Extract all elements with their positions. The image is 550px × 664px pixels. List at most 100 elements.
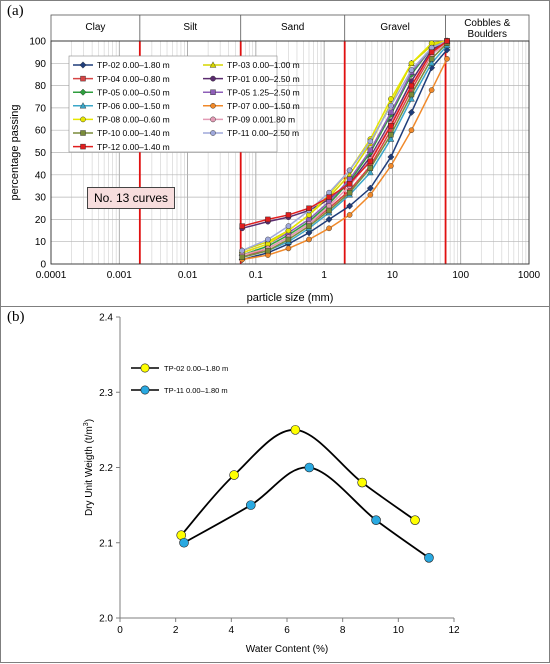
x-tick-label: 0.0001 xyxy=(36,270,67,281)
data-point xyxy=(285,245,292,252)
data-point xyxy=(388,123,394,129)
data-point xyxy=(367,168,374,176)
data-point xyxy=(367,147,374,153)
series-line-group xyxy=(179,462,434,563)
x-tick-label: 0.01 xyxy=(178,270,198,281)
y-tick-label: 2.1 xyxy=(99,538,113,549)
data-point xyxy=(367,138,374,145)
legend-label: TP-04 0.00–0.80 m xyxy=(97,74,170,84)
legend-marker xyxy=(209,61,217,68)
legend-marker xyxy=(80,143,86,150)
data-point xyxy=(444,38,450,44)
legend-label: TP-07 0.00–1.50 m xyxy=(227,101,300,111)
legend-marker xyxy=(80,75,86,82)
x-tick-label: 8 xyxy=(340,625,346,636)
data-point xyxy=(346,189,353,196)
data-point xyxy=(326,225,332,232)
legend-label: TP-11 0.00–2.50 m xyxy=(227,128,299,138)
legend-label: TP-09 0.001.80 m xyxy=(227,115,295,125)
data-point xyxy=(306,205,312,211)
grading-curve-chart: Clay Silt Sand Gravel Cobbles &Boulders 0 10 20… xyxy=(9,14,541,304)
x-tick-label: 0.1 xyxy=(249,270,263,281)
legend-marker xyxy=(80,116,86,123)
x-tick-label: 6 xyxy=(284,625,290,636)
compaction-curve-chart: 2.0 2.1 2.2 2.3 2.4 0 2 4 6 8 10 12 Water Content (%… xyxy=(83,313,460,656)
data-point xyxy=(444,56,450,62)
data-point xyxy=(325,215,333,223)
legend-marker xyxy=(210,75,216,82)
data-point xyxy=(408,127,415,133)
data-point xyxy=(387,153,395,161)
x-tick-label: 100 xyxy=(452,270,469,281)
data-point xyxy=(367,158,374,165)
zone-label: Gravel xyxy=(380,22,409,33)
data-point xyxy=(428,87,435,93)
data-point xyxy=(388,109,394,116)
y-tick-label: 80 xyxy=(35,81,47,92)
data-point xyxy=(408,67,415,73)
zone-label: Boulders xyxy=(468,29,507,40)
panel-a-chart: (a) Clay Silt Sand Gravel Cobbles & Boulders 0… xyxy=(0,0,550,307)
data-point xyxy=(388,131,394,138)
series-line-group xyxy=(176,425,420,541)
y-tick-label: 30 xyxy=(35,193,47,204)
data-point xyxy=(366,184,374,192)
data-point xyxy=(428,49,435,55)
legend-label: TP-11 0.00–1.80 m xyxy=(164,386,228,395)
x-tick-label: 0.001 xyxy=(107,270,132,281)
data-point xyxy=(305,229,313,237)
data-point xyxy=(290,425,301,435)
y-tick-label: 2.4 xyxy=(99,313,113,324)
x-tick-label: 4 xyxy=(229,625,235,636)
data-point xyxy=(357,477,367,488)
data-point xyxy=(346,181,353,187)
y-tick-label: 50 xyxy=(35,148,47,159)
legend-marker xyxy=(210,116,216,123)
x-tick-label: 1000 xyxy=(518,270,541,281)
data-point xyxy=(388,96,394,102)
y-axis-title: Dry Unit Weigth (t/m3) xyxy=(83,419,95,516)
data-point xyxy=(388,102,394,109)
legend-label: TP-05 1.25–2.50 m xyxy=(227,87,300,97)
legend: TP-02 0.00–1.80 m TP-03 0.00–1.00 m TP-04 … xyxy=(68,55,300,153)
y-tick-label: 2.0 xyxy=(99,614,113,625)
data-point xyxy=(367,192,374,198)
data-point xyxy=(388,163,394,169)
data-point xyxy=(285,212,292,218)
legend-marker xyxy=(140,385,150,395)
y-axis-title: percentage passing xyxy=(9,104,21,200)
data-point xyxy=(306,223,312,229)
y-tick-label: 0 xyxy=(40,260,46,271)
y-tick-label: 70 xyxy=(35,103,47,114)
legend: TP-02 0.00–1.80 m TP-11 0.00–1.80 m xyxy=(131,363,228,395)
panel-b-chart: (b) 2.0 2.1 2.2 2.3 2.4 0 2 4 6 8 10 12 Water Conten… xyxy=(0,306,550,663)
legend-label: TP-02 0.00–1.80 m xyxy=(97,60,170,70)
data-point xyxy=(239,223,245,229)
curve-count-note: No. 13 curves xyxy=(87,187,175,209)
zone-label: Cobbles & xyxy=(464,18,510,29)
legend-label: TP-01 0.00–2.50 m xyxy=(227,74,300,84)
series-curve xyxy=(183,466,430,559)
x-tick-label: 10 xyxy=(393,625,405,636)
y-tick-label: 100 xyxy=(29,37,46,48)
data-point xyxy=(306,236,312,243)
y-tick-label: 90 xyxy=(35,59,47,70)
data-point xyxy=(346,202,354,210)
data-point xyxy=(410,515,420,525)
data-point xyxy=(408,82,415,89)
data-point xyxy=(367,165,374,171)
series-line-group xyxy=(239,38,450,254)
x-axis-title: particle size (mm) xyxy=(247,292,334,304)
series-line-group xyxy=(239,56,450,263)
zone-label: Sand xyxy=(281,22,304,33)
y-tick-label: 2.3 xyxy=(99,388,113,399)
legend-marker xyxy=(210,89,216,95)
legend-label: TP-08 0.00–0.60 m xyxy=(97,115,170,125)
legend-box xyxy=(68,55,278,153)
data-point xyxy=(408,91,415,98)
series-line-group xyxy=(239,38,450,229)
legend-marker xyxy=(140,363,150,373)
y-tick-label: 10 xyxy=(35,237,47,248)
data-point xyxy=(407,108,415,116)
data-point xyxy=(265,236,271,243)
